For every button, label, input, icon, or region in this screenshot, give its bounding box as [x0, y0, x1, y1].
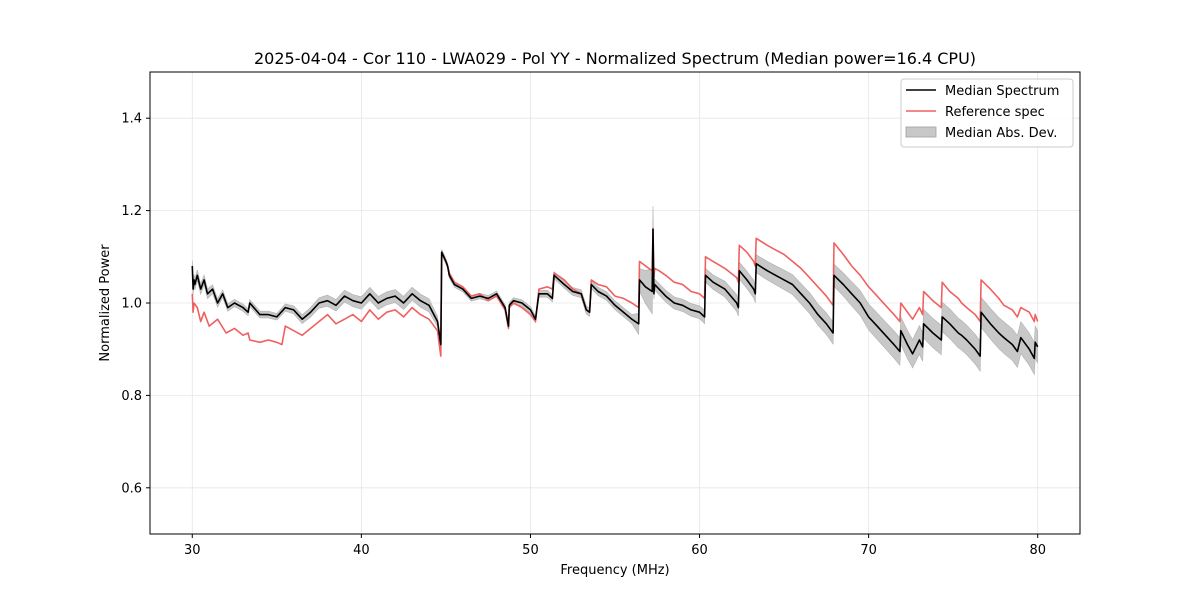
x-tick-label: 80	[1029, 543, 1046, 558]
legend-median-label: Median Spectrum	[945, 84, 1059, 99]
x-axis-ticks: 30 40 50 60 70 80	[184, 534, 1046, 558]
chart-title: 2025-04-04 - Cor 110 - LWA029 - Pol YY -…	[254, 49, 976, 68]
y-tick-label: 1.0	[121, 297, 142, 312]
legend-box	[900, 78, 1074, 148]
legend-reference-label: Reference spec	[945, 105, 1045, 120]
y-tick-label: 0.8	[121, 389, 142, 404]
y-axis-label: Normalized Power	[98, 244, 113, 362]
y-tick-label: 0.6	[121, 481, 142, 496]
reference-spectrum-line	[191, 228, 1039, 357]
x-tick-label: 40	[353, 543, 370, 558]
mad-band	[192, 205, 1038, 376]
legend-mad-label: Median Abs. Dev.	[945, 126, 1057, 141]
x-axis-label: Frequency (MHz)	[560, 563, 669, 578]
y-tick-label: 1.2	[121, 204, 142, 219]
x-tick-label: 60	[691, 543, 708, 558]
y-tick-label: 1.4	[121, 112, 142, 127]
mad-band-group	[192, 205, 1038, 376]
x-tick-label: 50	[522, 543, 539, 558]
legend-mad-band-swatch	[905, 126, 937, 138]
median-spectrum-line	[191, 228, 1039, 360]
y-axis-ticks: 0.6 0.8 1.0 1.2 1.4	[121, 112, 150, 496]
legend: Median Spectrum Reference spec Median Ab…	[900, 78, 1074, 148]
series-lines-group	[191, 228, 1039, 360]
x-tick-label: 70	[860, 543, 877, 558]
x-tick-label: 30	[184, 543, 201, 558]
